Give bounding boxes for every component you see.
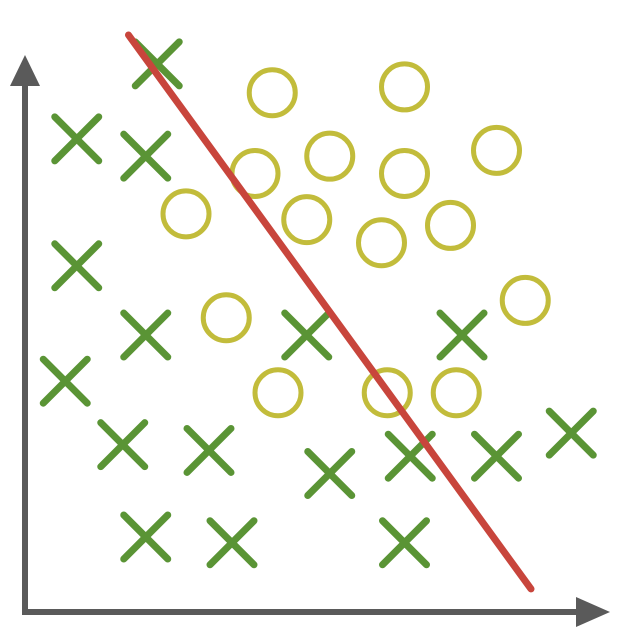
circle-marker <box>252 367 304 419</box>
circle-marker <box>304 130 356 182</box>
axes <box>10 55 610 627</box>
x-marker <box>183 424 235 476</box>
circle-marker <box>246 67 298 119</box>
x-marker-stroke <box>281 309 333 361</box>
circle-marker <box>356 217 407 269</box>
x-marker-stroke <box>120 130 172 182</box>
circle-marker <box>430 367 482 419</box>
x-marker <box>97 419 149 471</box>
x-marker <box>304 448 356 500</box>
x-marker-stroke <box>183 424 235 476</box>
decision-boundary-group <box>125 31 535 593</box>
x-marker-stroke <box>120 511 172 563</box>
circle-marker <box>160 188 212 240</box>
circle-marker-series <box>160 61 551 419</box>
x-marker <box>379 517 430 569</box>
x-marker-stroke <box>206 517 258 569</box>
circle-marker <box>281 194 333 246</box>
decision-boundary-line <box>125 31 535 593</box>
y-axis-arrowhead <box>10 55 40 86</box>
circle-marker <box>499 274 551 326</box>
circle-marker <box>379 61 430 113</box>
circle-marker <box>200 292 252 344</box>
x-marker <box>51 240 103 292</box>
x-marker-stroke <box>51 113 103 165</box>
x-marker-stroke <box>436 309 488 361</box>
x-marker <box>120 511 172 563</box>
x-marker-stroke <box>379 517 430 569</box>
x-marker <box>545 407 597 459</box>
x-marker-stroke <box>304 448 356 500</box>
x-marker <box>436 309 488 361</box>
x-marker <box>120 309 172 361</box>
circle-marker <box>379 147 430 199</box>
circle-marker <box>361 367 413 419</box>
x-axis-arrowhead <box>576 597 610 627</box>
x-marker-stroke <box>471 430 522 482</box>
x-marker-stroke <box>545 407 597 459</box>
x-marker-series <box>39 38 597 569</box>
x-marker-stroke <box>39 355 91 407</box>
x-marker <box>281 309 333 361</box>
x-marker <box>471 430 522 482</box>
circle-marker <box>471 124 522 176</box>
x-marker <box>120 130 172 182</box>
x-marker <box>39 355 91 407</box>
x-marker-stroke <box>97 419 149 471</box>
x-marker-stroke <box>51 240 103 292</box>
x-marker <box>51 113 103 165</box>
x-marker <box>206 517 258 569</box>
circle-marker <box>425 199 476 251</box>
x-marker-stroke <box>120 309 172 361</box>
x-marker-stroke <box>131 38 183 90</box>
